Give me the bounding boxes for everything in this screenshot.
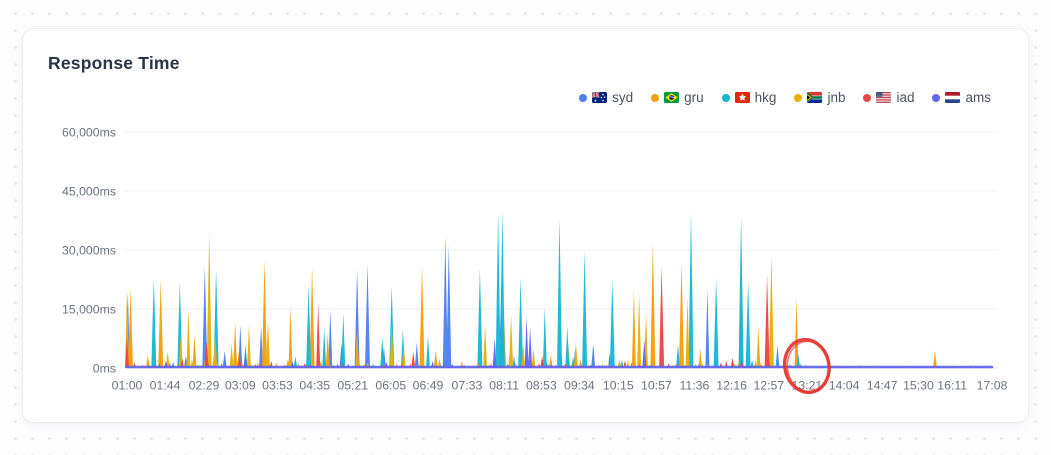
legend: syd gru hkg jnb iad ams [579, 90, 991, 105]
legend-label: ams [965, 90, 991, 105]
x-tick-label: 12:57 [753, 379, 784, 393]
flag-australia-icon [592, 92, 608, 103]
legend-item-jnb[interactable]: jnb [794, 90, 845, 105]
flag-usa-icon [876, 92, 892, 103]
legend-dot [579, 93, 588, 102]
flag-hong-kong-icon [734, 92, 750, 103]
response-time-chart: 0ms 15,000ms 30,000ms 45,000ms 60,000ms 01:00… [37, 120, 1015, 425]
x-tick-label: 07:33 [452, 379, 483, 393]
chart-title: Response Time [48, 53, 180, 73]
x-tick-label: 10:15 [603, 379, 634, 393]
legend-dot [721, 93, 730, 102]
y-tick-label: 0ms [93, 362, 116, 376]
x-tick-label: 15:30 [903, 379, 934, 393]
x-tick-label: 06:05 [375, 379, 406, 393]
x-tick-label: 09:34 [564, 379, 595, 393]
legend-label: gru [684, 90, 704, 105]
x-tick-label: 03:53 [262, 379, 293, 393]
x-tick-label: 08:11 [489, 379, 519, 393]
y-tick-label: 45,000ms [62, 185, 116, 199]
flag-brazil-icon [664, 92, 680, 103]
x-tick-label: 06:49 [413, 379, 444, 393]
legend-label: syd [612, 90, 634, 105]
x-tick-label: 10:57 [641, 379, 672, 393]
series-hkg [127, 209, 992, 368]
x-tick-label: 14:04 [829, 379, 860, 393]
y-tick-label: 30,000ms [62, 244, 116, 258]
x-tick-label: 04:35 [299, 379, 330, 393]
legend-label: jnb [827, 90, 846, 105]
x-tick-label: 03:09 [225, 379, 256, 393]
flag-south-africa-icon [807, 92, 823, 103]
x-tick-label: 08:53 [526, 379, 557, 393]
annotation-circle-inner-stroke [786, 340, 831, 394]
x-tick-label: 12:16 [716, 379, 747, 393]
x-tick-label: 05:21 [337, 379, 368, 393]
response-time-card: Response Time syd gru hkg jnb iad ams 0ms 15,0… [22, 28, 1029, 423]
legend-label: hkg [754, 90, 777, 105]
x-tick-label: 01:44 [150, 379, 181, 393]
x-tick-label: 02:29 [189, 379, 220, 393]
legend-dot [863, 93, 872, 102]
y-tick-label: 15,000ms [62, 303, 116, 317]
flag-netherlands-icon [945, 92, 961, 103]
legend-item-hkg[interactable]: hkg [721, 90, 777, 105]
legend-dot [651, 93, 660, 102]
legend-item-gru[interactable]: gru [651, 90, 704, 105]
x-tick-label: 16:11 [937, 379, 967, 393]
x-tick-label: 11:36 [680, 379, 710, 393]
x-tick-label: 14:47 [867, 379, 898, 393]
chart-canvas: 0ms 15,000ms 30,000ms 45,000ms 60,000ms 01:00… [62, 126, 1008, 395]
legend-item-syd[interactable]: syd [579, 90, 633, 105]
x-tick-label: 17:08 [977, 379, 1008, 393]
x-tick-label: 01:00 [112, 379, 143, 393]
legend-dot [932, 93, 941, 102]
legend-dot [794, 93, 803, 102]
y-tick-label: 60,000ms [62, 126, 116, 140]
legend-label: iad [896, 90, 915, 105]
legend-item-ams[interactable]: ams [932, 90, 991, 105]
legend-item-iad[interactable]: iad [863, 90, 914, 105]
